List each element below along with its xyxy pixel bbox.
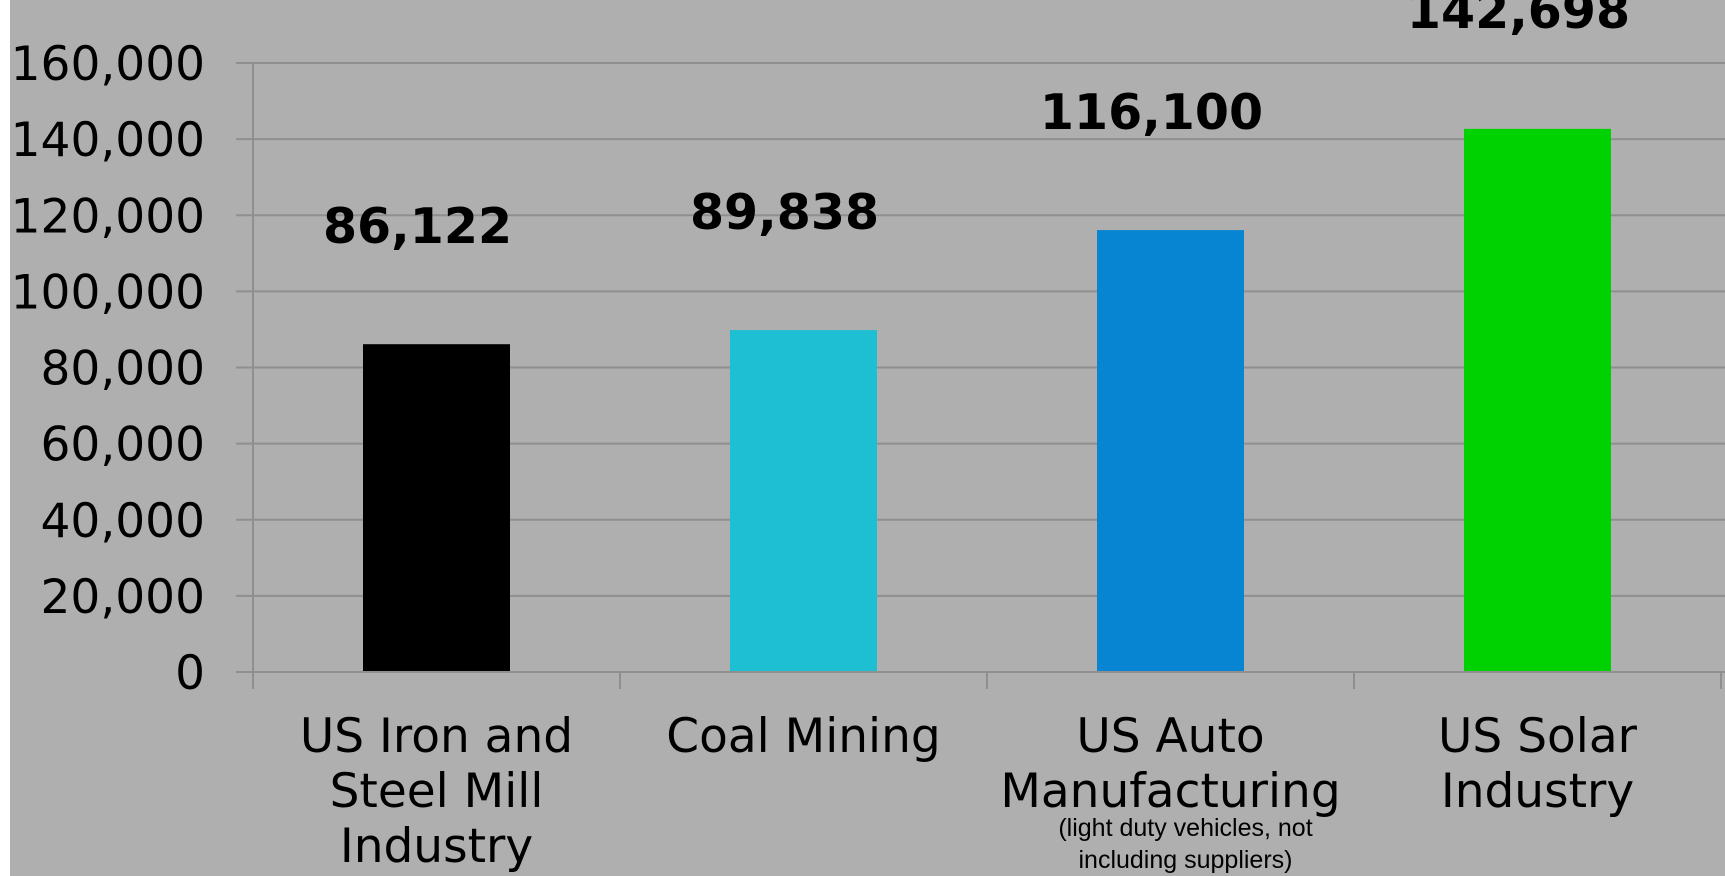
y-tick-label: 0 bbox=[175, 646, 205, 701]
data-label: 89,838 bbox=[690, 184, 879, 241]
x-tick-note: (light duty vehicles, not bbox=[1058, 814, 1312, 842]
y-tick-label: 160,000 bbox=[11, 37, 205, 92]
y-tick-label: 80,000 bbox=[41, 342, 205, 397]
x-tick-label: US Solar bbox=[1438, 709, 1638, 764]
y-tick-label: 100,000 bbox=[11, 265, 205, 320]
y-tick-label: 40,000 bbox=[41, 494, 205, 549]
x-tick-note: including suppliers) bbox=[1078, 846, 1292, 874]
x-tick-label: Coal Mining bbox=[666, 709, 940, 764]
data-label: 86,122 bbox=[323, 198, 512, 255]
x-tick-label: US Auto bbox=[1076, 709, 1264, 764]
data-label: 116,100 bbox=[1040, 84, 1263, 141]
bar bbox=[1097, 230, 1244, 673]
bar bbox=[1464, 128, 1611, 673]
data-label: 142,698 bbox=[1407, 0, 1630, 40]
x-tick-label: Industry bbox=[340, 819, 533, 874]
x-tick-label: Steel Mill bbox=[330, 764, 544, 819]
x-tick-label: Industry bbox=[1441, 764, 1634, 819]
x-tick-label: US Iron and bbox=[300, 709, 573, 764]
bar bbox=[730, 330, 877, 672]
y-tick-label: 20,000 bbox=[41, 570, 205, 625]
y-tick-label: 60,000 bbox=[41, 418, 205, 473]
x-tick-label: Manufacturing bbox=[1000, 764, 1340, 819]
y-tick-label: 140,000 bbox=[11, 113, 205, 168]
bar bbox=[363, 344, 510, 672]
y-tick-label: 120,000 bbox=[11, 189, 205, 244]
